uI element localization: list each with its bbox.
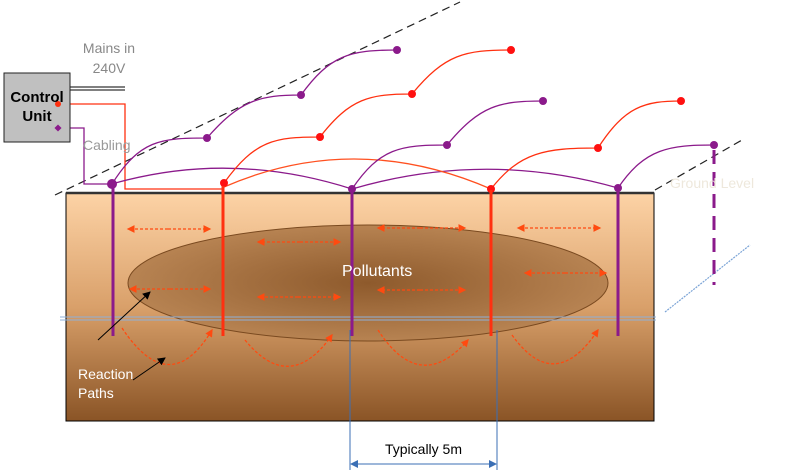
voltage-label: 240V: [92, 60, 126, 76]
reaction-paths-line1: Reaction: [78, 366, 134, 382]
mains-label-text: Mains in: [82, 40, 136, 56]
purple-cable: [58, 127, 112, 185]
red-cable: [58, 103, 223, 190]
pollutants-label: Pollutants: [342, 263, 413, 280]
spacing-label: Typically 5m: [384, 441, 463, 457]
control-unit: Control Unit: [4, 88, 70, 126]
ground-level-label: Ground Level: [670, 175, 755, 191]
reaction-path-arcs: [121, 327, 599, 367]
reaction-paths-label: Reaction Paths: [78, 365, 133, 403]
cabling-label: Cabling: [83, 137, 131, 153]
pollutant-plume: [127, 224, 609, 342]
mains-label: Mains in 240V: [78, 38, 140, 78]
field-arrows: [126, 224, 608, 301]
connection-dots: [107, 46, 718, 193]
control-unit-label-line1: Control: [10, 89, 64, 106]
red-leads: [223, 49, 682, 190]
water-table-line-right: [664, 244, 751, 313]
perspective-line-right: [654, 139, 743, 191]
reaction-paths-line2: Paths: [78, 385, 114, 401]
perspective-line-back: [54, 1, 461, 196]
electrodes: [111, 150, 716, 336]
control-unit-label-line2: Unit: [22, 108, 52, 125]
